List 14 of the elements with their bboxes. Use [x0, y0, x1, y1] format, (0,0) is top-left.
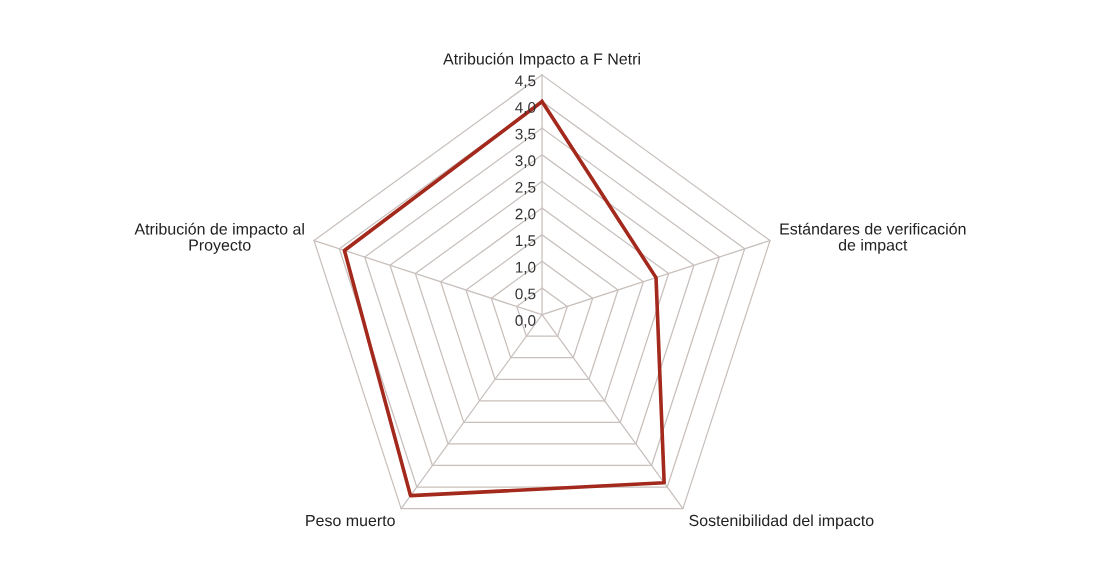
spoke-label: Estándares de verificación de impact	[780, 222, 966, 254]
spoke-label: Peso muerto	[306, 514, 395, 527]
y-tick-label: 3,5	[515, 128, 536, 142]
spoke-label: Atribución Impacto a F Netri	[443, 52, 640, 68]
y-tick-label: 3,0	[515, 155, 536, 168]
y-tick-label: 1,0	[515, 261, 536, 275]
spoke-label: Sostenibilidad del impacto	[689, 514, 874, 530]
y-tick-label: 0,0	[515, 315, 536, 328]
y-tick-label: 0,5	[515, 288, 536, 302]
spoke-label: Atribución de impacto al Proyecto	[134, 222, 304, 254]
y-tick-label: 4,5	[515, 75, 536, 89]
y-tick-label: 1,5	[515, 235, 536, 248]
y-tick-label: 2,0	[515, 208, 536, 222]
y-tick-label: 2,5	[515, 181, 536, 195]
